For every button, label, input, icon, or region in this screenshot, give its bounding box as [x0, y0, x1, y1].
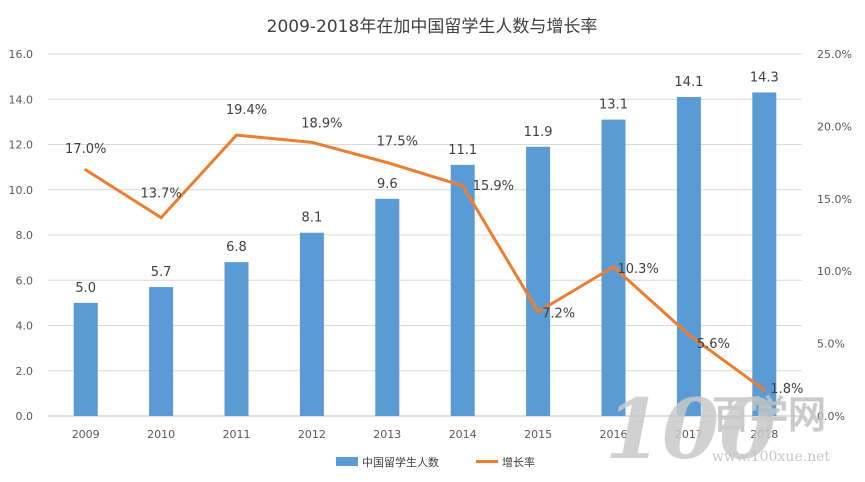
line-data-label: 15.9%: [473, 179, 514, 194]
legend: 中国留学生人数 增长率: [336, 455, 535, 469]
x-tick-label: 2009: [72, 428, 100, 441]
left-tick-label: 4.0: [16, 320, 34, 333]
line-series: [84, 133, 766, 392]
bar-data-label: 13.1: [599, 98, 628, 113]
right-tick-label: 10.0%: [817, 265, 852, 278]
line-data-label: 17.0%: [65, 142, 106, 157]
bar-data-label: 14.1: [674, 75, 703, 90]
x-axis-ticks: 2009 2010 2011 2012 2013 2014 2015 2016 2017 2018: [72, 428, 779, 441]
left-tick-label: 0.0: [16, 410, 34, 423]
gridlines: [48, 53, 802, 417]
bar: [73, 302, 98, 416]
x-tick-label: 2014: [449, 428, 477, 441]
right-tick-label: 20.0%: [817, 120, 852, 133]
x-tick-label: 2012: [298, 428, 326, 441]
x-tick-label: 2018: [750, 428, 778, 441]
bar-data-label: 14.3: [750, 70, 779, 85]
bar: [149, 287, 174, 416]
bar: [526, 146, 551, 416]
line-data-label: 19.4%: [226, 103, 267, 118]
x-tick-label: 2013: [373, 428, 401, 441]
bar: [375, 198, 400, 416]
line-data-label: 5.6%: [697, 337, 730, 352]
bar-data-label: 8.1: [302, 211, 323, 226]
left-tick-label: 10.0: [9, 184, 34, 197]
line-data-label: 13.7%: [140, 187, 181, 202]
bar-data-label: 5.7: [151, 265, 172, 280]
bar: [450, 164, 475, 416]
right-tick-label: 5.0%: [817, 338, 845, 351]
x-tick-label: 2011: [223, 428, 251, 441]
left-tick-label: 12.0: [9, 139, 34, 152]
bar-data-label: 11.1: [448, 143, 477, 158]
watermark-number: 100: [605, 382, 776, 478]
left-tick-label: 14.0: [9, 93, 34, 106]
x-tick-label: 2010: [147, 428, 175, 441]
right-tick-label: 0.0%: [817, 410, 845, 423]
line-data-label: 7.2%: [542, 307, 575, 322]
bar: [676, 96, 701, 417]
legend-swatch-bar: [336, 457, 358, 466]
line-point: [762, 388, 766, 392]
right-axis-ticks: 0.0% 5.0% 10.0% 15.0% 20.0% 25.0%: [817, 48, 852, 423]
line-data-label: 17.5%: [377, 135, 418, 150]
line-point: [612, 265, 615, 269]
bar-data-labels: 5.0 5.7 6.8 8.1 9.6 11.1 11.9 13.1 14.1 14.3: [75, 70, 778, 295]
legend-label-bar: 中国留学生人数: [362, 455, 439, 469]
line-point: [687, 333, 691, 337]
watermark-url: www.100xue.net: [712, 449, 830, 465]
growth-line: [84, 133, 766, 392]
bar: [224, 262, 249, 416]
watermark-brand: 百学网: [712, 392, 826, 437]
line-point: [461, 184, 465, 188]
line-data-label: 18.9%: [301, 116, 342, 131]
bar-series: [73, 92, 777, 417]
bar: [299, 232, 324, 416]
legend-label-line: 增长率: [502, 455, 535, 469]
line-data-label: 10.3%: [618, 262, 659, 277]
bar-data-label: 6.8: [226, 240, 247, 255]
x-tick-label: 2015: [524, 428, 552, 441]
line-data-labels: 17.0% 13.7% 19.4% 18.9% 17.5% 15.9% 7.2% 10.3% 5…: [65, 103, 803, 397]
chart-title: 2009-2018年在加中国留学生人数与增长率: [267, 17, 598, 37]
line-point: [536, 310, 540, 314]
bar-data-label: 5.0: [75, 281, 96, 296]
bar-data-label: 9.6: [377, 177, 398, 192]
line-point: [159, 216, 163, 220]
x-tick-label: 2016: [600, 428, 628, 441]
left-tick-label: 2.0: [16, 365, 34, 378]
line-point: [235, 133, 238, 137]
watermark-logo: 100 百学网 www.100xue.net: [605, 382, 830, 478]
left-tick-label: 8.0: [16, 229, 34, 242]
line-point: [385, 161, 389, 165]
right-tick-label: 15.0%: [817, 193, 852, 206]
left-axis-ticks: 0.0 2.0 4.0 6.0 8.0 10.0 12.0 14.0 16.0: [9, 48, 34, 423]
left-tick-label: 6.0: [16, 274, 34, 287]
line-point: [84, 168, 88, 172]
bar-data-label: 11.9: [524, 125, 553, 140]
left-tick-label: 16.0: [9, 48, 34, 61]
right-tick-label: 25.0%: [817, 48, 852, 61]
line-data-label: 1.8%: [770, 382, 803, 397]
x-tick-label: 2017: [675, 428, 703, 441]
bar: [752, 92, 777, 417]
line-point: [310, 140, 314, 144]
